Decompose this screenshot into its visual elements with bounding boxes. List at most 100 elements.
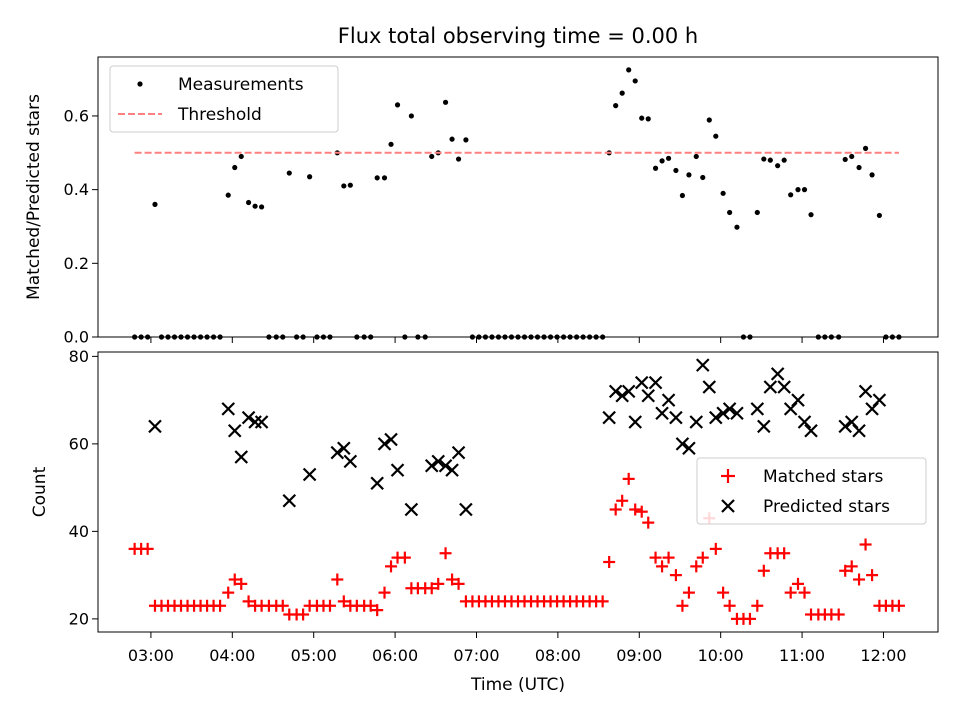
measurement-point xyxy=(341,183,347,189)
predicted-star-point xyxy=(628,415,642,429)
x-tick-label: 07:00 xyxy=(453,646,499,665)
measurement-point xyxy=(775,163,781,169)
measurement-point xyxy=(347,182,353,188)
predicted-star-point xyxy=(669,410,683,425)
predicted-star-point xyxy=(655,406,669,421)
predicted-star-point xyxy=(302,467,317,482)
predicted-star-point xyxy=(248,415,262,429)
legend-threshold-label: Threshold xyxy=(177,105,262,125)
predicted-star-point xyxy=(716,406,730,421)
measurement-point xyxy=(693,153,699,160)
x-tick-label: 09:00 xyxy=(616,646,662,665)
predicted-star-point xyxy=(661,393,676,407)
measurement-point xyxy=(252,203,258,209)
matched-star-point xyxy=(832,608,845,621)
measurement-point xyxy=(869,172,875,178)
predicted-star-point xyxy=(148,419,162,434)
measurement-point xyxy=(449,136,455,142)
measurement-point xyxy=(665,155,672,161)
matched-star-point xyxy=(784,586,797,599)
matched-star-point xyxy=(371,604,384,617)
measurement-point xyxy=(788,192,794,198)
matched-star-point xyxy=(662,551,675,564)
matched-star-point xyxy=(235,577,248,590)
matched-star-point xyxy=(385,560,398,573)
matched-star-point xyxy=(331,573,344,586)
predicted-star-point xyxy=(750,402,765,416)
predicted-star-point xyxy=(445,463,459,477)
predicted-star-point xyxy=(282,493,297,508)
predicted-star-point xyxy=(451,445,466,460)
measurement-point xyxy=(686,172,692,178)
matched-star-point xyxy=(425,582,438,595)
matched-star-point xyxy=(751,599,764,612)
predicted-star-point xyxy=(722,402,737,416)
ratio-panel: 0.0 0.2 0.4 0.6 Matched/Predicted stars Mea… xyxy=(24,56,939,347)
measurement-point xyxy=(706,117,712,123)
matched-star-point xyxy=(228,573,241,586)
measurement-point xyxy=(862,145,869,151)
ratio-axes-frame xyxy=(97,56,939,338)
y-tick-label: 0.0 xyxy=(64,328,89,347)
matched-star-point xyxy=(892,599,905,612)
predicted-star-point xyxy=(608,384,623,399)
measurement-point xyxy=(238,153,244,160)
matched-star-point xyxy=(603,556,616,568)
measurement-point xyxy=(727,209,733,216)
predicted-star-point xyxy=(852,423,866,438)
measurement-point xyxy=(876,212,882,219)
measurement-point xyxy=(286,170,292,176)
predicted-star-point xyxy=(330,445,345,460)
count-y-ticks: 20 40 60 80 xyxy=(69,347,98,628)
matched-star-point xyxy=(792,577,804,590)
matched-star-point xyxy=(452,577,465,590)
matched-star-point xyxy=(866,569,879,582)
measurement-point xyxy=(808,212,814,218)
matched-star-point xyxy=(276,599,289,612)
matched-star-point xyxy=(337,595,350,608)
x-tick-label: 05:00 xyxy=(291,646,337,665)
measurement-point xyxy=(455,156,462,162)
matched-star-point xyxy=(682,586,695,599)
matched-star-point xyxy=(616,494,629,507)
predicted-star-point xyxy=(459,502,473,517)
legend-predicted-marker xyxy=(721,499,735,513)
count-legend: Matched stars Predicted stars xyxy=(696,457,927,525)
y-tick-label: 0.6 xyxy=(64,106,89,125)
matched-star-point xyxy=(622,472,635,485)
predicted-star-point xyxy=(227,423,242,438)
legend-predicted-label: Predicted stars xyxy=(763,497,890,517)
x-tick-label: 08:00 xyxy=(535,646,581,665)
matched-star-point xyxy=(839,564,852,577)
legend-matched-marker xyxy=(721,469,735,483)
x-tick-label: 12:00 xyxy=(860,646,906,665)
predicted-star-point xyxy=(702,380,717,394)
predicted-star-point xyxy=(777,380,791,394)
measurement-point xyxy=(463,137,469,143)
predicted-star-point xyxy=(384,432,398,447)
matched-star-point xyxy=(609,503,622,516)
predicted-star-point xyxy=(221,402,236,416)
legend-measurements-marker xyxy=(137,81,143,87)
predicted-star-point xyxy=(675,437,690,451)
matched-star-point xyxy=(853,573,866,586)
ratio-y-axis-label: Matched/Predicted stars xyxy=(24,94,44,300)
y-tick-label: 40 xyxy=(69,522,89,541)
measurement-point xyxy=(849,153,855,160)
measurement-point xyxy=(259,204,265,210)
predicted-star-point xyxy=(763,380,778,394)
y-tick-label: 60 xyxy=(69,434,89,453)
matched-star-point xyxy=(629,503,642,516)
chart-title: Flux total observing time = 0.00 h xyxy=(338,24,698,48)
matched-star-point xyxy=(676,599,689,612)
measurement-point xyxy=(232,164,238,171)
measurement-point xyxy=(720,190,726,196)
matched-star-point xyxy=(432,577,445,590)
measurement-point xyxy=(679,192,686,199)
matched-star-point xyxy=(364,599,377,612)
predicted-star-point xyxy=(770,367,785,381)
count-axes-frame xyxy=(97,351,939,633)
matched-star-point xyxy=(649,551,662,564)
matched-star-point xyxy=(798,586,811,599)
ratio-legend-box xyxy=(109,65,339,133)
